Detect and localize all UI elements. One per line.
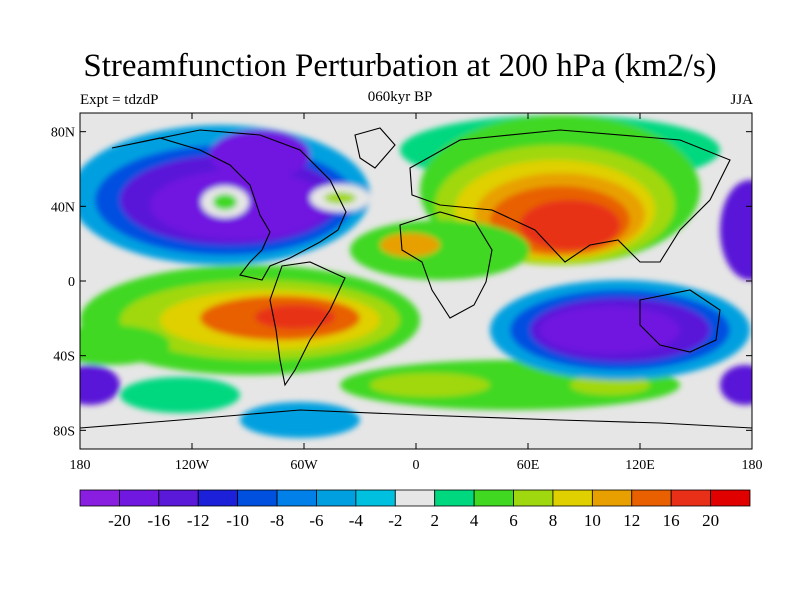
colorbar-swatch: [355, 489, 396, 507]
contour-zero-island: [213, 194, 237, 210]
antarctica-coast: [80, 409, 752, 429]
lon-tick-label: 120W: [175, 458, 210, 473]
south-america-coast: [269, 261, 346, 387]
africa-coast: [399, 211, 493, 319]
lat-tick-label: 80S: [53, 424, 75, 439]
contour-positive-southern-ocean: [120, 377, 240, 413]
colorbar-swatch: [394, 489, 436, 507]
lon-tick-label: 180: [70, 458, 91, 473]
colorbar-label: -6: [309, 511, 323, 530]
lon-tick-label: 0: [413, 458, 420, 473]
contour-negative-south-pacific: [80, 365, 120, 405]
contour-positive-southern-ocean: [370, 373, 490, 397]
colorbar-label: 16: [663, 511, 680, 530]
colorbar-swatch: [434, 489, 475, 507]
colorbar-swatch: [197, 489, 239, 507]
colorbar-label: 8: [549, 511, 558, 530]
colorbar-swatch: [276, 489, 317, 507]
coastlines: [80, 127, 752, 429]
contour-positive-southern-ocean: [80, 325, 170, 365]
colorbar-swatch: [237, 489, 278, 507]
contour-positive-south-pacific: [255, 305, 335, 329]
longitude-axis: 180 120W 60W 0 60E 120E 180: [70, 113, 763, 473]
colorbar-label: -2: [388, 511, 402, 530]
colorbar-label: -8: [270, 511, 284, 530]
contour-positive-eurasia: [520, 200, 620, 250]
colorbar-swatch: [79, 489, 120, 507]
colorbar-label: 6: [509, 511, 518, 530]
greenland-coast: [354, 127, 396, 169]
colorbar-swatch: [710, 489, 751, 507]
colorbar-swatch: [316, 489, 357, 507]
contour-positive-atlantic: [380, 233, 440, 257]
lat-tick-label: 40N: [51, 200, 75, 215]
colorbar-label: -16: [147, 511, 170, 530]
colorbar-label: 20: [702, 511, 719, 530]
north-america-coast: [111, 129, 347, 281]
colorbar-label: 2: [430, 511, 439, 530]
colorbar-swatch: [552, 489, 593, 507]
period-label: 060kyr BP: [367, 89, 433, 105]
colorbar-swatch: [631, 489, 672, 507]
map-title: Streamfunction Perturbation at 200 hPa (…: [83, 48, 717, 84]
colorbar-label: -20: [108, 511, 131, 530]
colorbar-label: -4: [349, 511, 364, 530]
colorbar: -20 -16 -12 -10 -8 -6 -4 -2 2 4 6 8 10 12 16 20: [79, 489, 751, 530]
australia-coast: [639, 289, 721, 353]
lat-tick-label: 80N: [51, 126, 75, 141]
contour-positive-atlantic: [350, 220, 530, 280]
lat-tick-label: 0: [68, 275, 75, 290]
contour-negative-south-pacific: [720, 365, 752, 405]
season-label: JJA: [730, 92, 753, 108]
latitude-axis: 80N 40N 0 40S 80S: [51, 126, 752, 439]
experiment-label: Expt = tdzdP: [80, 92, 159, 108]
lat-tick-label: 40S: [53, 350, 75, 365]
colorbar-swatch: [473, 489, 514, 507]
colorbar-swatch: [119, 489, 160, 507]
contour-negative-north-america: [210, 130, 310, 180]
contour-positive-southern-ocean: [570, 375, 650, 395]
colorbar-swatch: [591, 489, 633, 507]
colorbar-swatch: [670, 489, 711, 507]
contour-negative-west-pacific: [720, 180, 752, 280]
colorbar-label: 4: [470, 511, 479, 530]
lon-tick-label: 180: [742, 458, 763, 473]
colorbar-label: 10: [584, 511, 601, 530]
colorbar-label: -12: [187, 511, 210, 530]
contour-negative-antarctic: [240, 402, 360, 438]
map-plot-area: [80, 113, 752, 449]
lon-tick-label: 60E: [517, 458, 540, 473]
contour-zero-island: [324, 192, 356, 204]
contour-negative-indian-ocean: [540, 306, 680, 354]
eurasia-coast: [409, 129, 731, 263]
colorbar-swatch: [158, 489, 199, 507]
colorbar-swatch: [513, 489, 554, 507]
lon-tick-label: 120E: [625, 458, 655, 473]
colorbar-label: 12: [623, 511, 640, 530]
lon-tick-label: 60W: [290, 458, 318, 473]
colorbar-label: -10: [226, 511, 249, 530]
